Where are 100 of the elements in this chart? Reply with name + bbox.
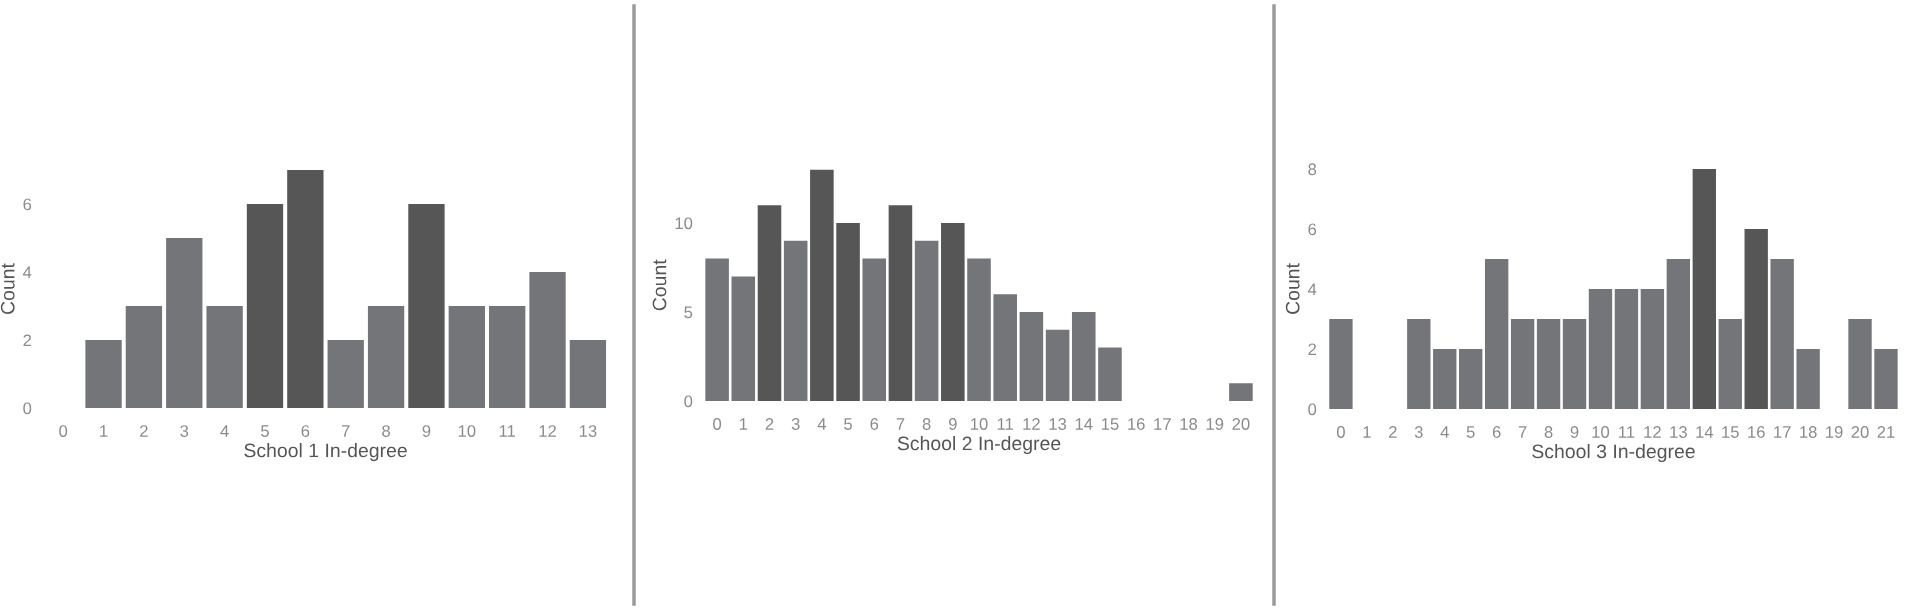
x-tick-label: 7: [341, 425, 350, 437]
x-tick-label: 19: [1206, 418, 1224, 430]
y-axis-title: Count: [0, 263, 15, 314]
y-tick-label: 2: [1308, 343, 1317, 356]
x-tick-label: 10: [1592, 426, 1610, 438]
bar: [125, 306, 163, 409]
bar: [1045, 329, 1070, 402]
x-tick-label: 11: [1619, 426, 1635, 438]
bar: [1744, 228, 1768, 409]
bar: [1874, 349, 1898, 409]
bar: [448, 306, 485, 409]
x-tick-label: 4: [817, 418, 827, 430]
x-tick-label: 2: [1389, 426, 1397, 438]
y-axis-title: Count: [652, 259, 667, 311]
y-tick-label: 8: [1308, 163, 1317, 176]
bar: [529, 272, 566, 409]
bar: [1071, 312, 1096, 402]
x-tick-label: 4: [220, 425, 229, 437]
x-tick-label: 17: [1774, 426, 1791, 438]
x-tick-label: 2: [765, 418, 774, 430]
bar: [993, 294, 1017, 402]
y-tick-label: 0: [684, 395, 693, 408]
bar: [1562, 318, 1587, 409]
bar: [287, 170, 324, 409]
y-tick-label: 0: [1308, 403, 1317, 416]
bar: [1770, 258, 1794, 409]
x-tick-label: 16: [1748, 426, 1765, 438]
x-tick-label: 0: [59, 425, 68, 437]
bar: [1796, 349, 1820, 409]
x-tick-label: 10: [971, 418, 988, 430]
x-tick-label: 8: [922, 418, 931, 430]
bar: [408, 204, 445, 409]
x-tick-label: 4: [1440, 426, 1449, 438]
y-tick-label: 6: [1308, 223, 1317, 236]
x-tick-label: 5: [261, 425, 269, 437]
x-tick-label: 18: [1180, 418, 1198, 430]
x-tick-label: 9: [1570, 426, 1579, 438]
x-tick-label: 14: [1696, 426, 1714, 438]
x-tick-label: 15: [1722, 426, 1739, 438]
y-axis-title: Count: [1285, 263, 1300, 314]
x-tick-label: 20: [1851, 426, 1869, 438]
x-tick-label: 1: [1363, 426, 1371, 438]
x-tick-label: 6: [870, 418, 879, 430]
x-tick-label: 0: [1336, 426, 1345, 438]
bar: [206, 306, 243, 409]
x-tick-label: 9: [948, 418, 957, 430]
x-tick-label: 13: [1670, 426, 1687, 438]
x-tick-label: 19: [1826, 426, 1843, 438]
x-tick-label: 6: [301, 425, 310, 437]
bar: [967, 258, 991, 402]
x-tick-label: 1: [100, 425, 108, 437]
x-tick-label: 7: [896, 418, 905, 430]
bar: [1098, 347, 1122, 402]
x-axis-title: School 2 In-degree: [897, 435, 1061, 455]
x-tick-label: 5: [844, 418, 852, 430]
bar: [1666, 258, 1691, 409]
bar: [862, 258, 887, 402]
y-tick-label: 2: [23, 334, 32, 347]
y-tick-label: 4: [23, 266, 32, 279]
bar: [731, 276, 756, 402]
bar: [85, 340, 122, 409]
y-tick-label: 5: [684, 306, 693, 319]
bar: [705, 258, 729, 402]
x-tick-label: 7: [1518, 426, 1527, 438]
x-axis-title: School 1 In-degree: [244, 443, 407, 462]
x-tick-label: 0: [713, 418, 722, 430]
x-axis-title: School 3 In-degree: [1532, 443, 1695, 463]
bar: [810, 169, 834, 402]
x-tick-label: 14: [1075, 418, 1093, 430]
x-tick-label: 13: [1049, 418, 1067, 430]
x-tick-label: 3: [1414, 426, 1423, 438]
x-tick-label: 3: [791, 418, 800, 430]
bar: [1433, 349, 1457, 409]
x-tick-label: 1: [739, 418, 748, 430]
bar: [1588, 288, 1613, 409]
y-tick-label: 10: [675, 217, 693, 230]
x-tick-label: 17: [1154, 418, 1171, 430]
bar: [166, 238, 203, 409]
bar: [1536, 318, 1561, 409]
x-tick-label: 8: [1544, 426, 1553, 438]
x-tick-label: 18: [1800, 426, 1817, 438]
bar: [1510, 318, 1535, 409]
x-tick-label: 6: [1492, 426, 1501, 438]
x-tick-label: 12: [1644, 426, 1661, 438]
x-tick-label: 5: [1466, 426, 1475, 438]
y-tick-label: 4: [1307, 283, 1317, 296]
bar: [327, 340, 364, 409]
y-tick-label: 0: [23, 402, 32, 415]
bar: [836, 222, 860, 402]
bar: [783, 240, 808, 402]
x-tick-label: 10: [458, 425, 476, 437]
bar: [246, 204, 284, 409]
x-tick-label: 16: [1128, 418, 1145, 430]
x-tick-label: 8: [382, 425, 390, 437]
bar: [941, 222, 965, 402]
x-tick-label: 11: [499, 425, 516, 437]
x-tick-label: 15: [1101, 418, 1119, 430]
bar: [569, 340, 607, 409]
x-tick-label: 3: [180, 425, 189, 437]
bar: [1614, 288, 1639, 409]
